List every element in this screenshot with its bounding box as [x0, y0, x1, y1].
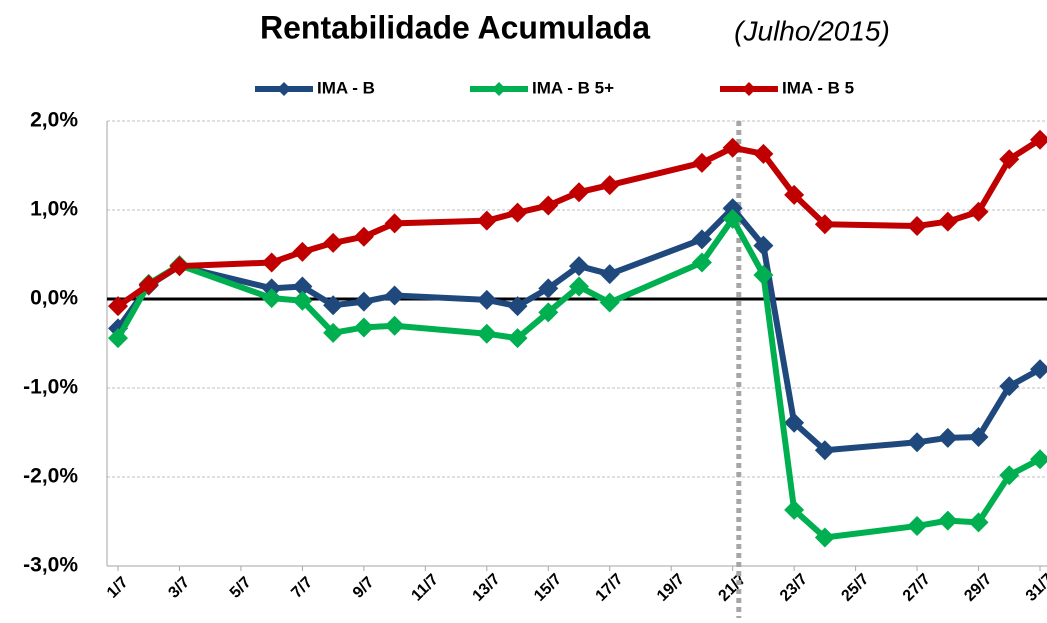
x-tick-label: 1/7 — [104, 574, 132, 602]
point-marker — [569, 256, 589, 277]
point-marker — [907, 216, 928, 237]
point-marker — [384, 213, 405, 234]
point-marker — [968, 201, 989, 222]
point-marker — [476, 210, 497, 231]
x-tick-label: 27/7 — [900, 571, 934, 605]
point-marker — [138, 274, 159, 295]
point-marker — [384, 315, 405, 336]
point-marker — [569, 276, 589, 297]
point-marker — [722, 208, 743, 229]
point-marker — [937, 427, 958, 448]
point-marker — [476, 289, 497, 310]
series-line — [115, 205, 1042, 454]
point-marker — [507, 202, 528, 223]
point-marker — [384, 285, 405, 306]
point-marker — [753, 143, 774, 164]
chart-subtitle: (Julho/2015) — [734, 15, 890, 46]
point-marker — [538, 278, 559, 299]
x-tick-label: 15/7 — [531, 571, 565, 605]
point-marker — [784, 412, 805, 433]
y-tick-label: -3,0% — [23, 554, 78, 577]
x-tick-label: 23/7 — [777, 571, 811, 605]
point-marker — [353, 226, 374, 247]
chart-title: Rentabilidade Acumulada — [260, 9, 650, 45]
point-marker — [722, 137, 743, 158]
point-marker — [753, 264, 774, 285]
point-marker — [784, 184, 805, 205]
point-marker — [814, 527, 835, 548]
point-marker — [599, 175, 620, 196]
point-marker — [476, 323, 497, 344]
point-marker — [538, 195, 559, 216]
point-marker — [937, 211, 958, 232]
point-marker — [968, 512, 989, 533]
point-marker — [599, 292, 620, 313]
point-marker — [1030, 449, 1047, 470]
point-marker — [292, 276, 313, 297]
x-tick-label: 3/7 — [165, 574, 193, 602]
point-marker — [907, 515, 928, 536]
point-marker — [261, 252, 282, 273]
point-marker — [323, 322, 344, 343]
y-tick-label: 2,0% — [30, 109, 78, 132]
x-tick-label: 9/7 — [350, 574, 378, 602]
point-marker — [292, 241, 313, 262]
point-marker — [999, 149, 1020, 170]
point-marker — [323, 295, 344, 316]
point-marker — [353, 317, 374, 338]
point-marker — [1030, 359, 1047, 380]
point-marker — [907, 432, 928, 453]
point-marker — [353, 291, 374, 312]
point-marker — [1030, 129, 1047, 150]
point-marker — [937, 510, 958, 531]
x-tick-label: 21/7 — [715, 571, 749, 605]
legend-marker — [277, 82, 291, 96]
x-tick-label: 17/7 — [593, 571, 627, 605]
point-marker — [292, 290, 313, 311]
point-marker — [691, 152, 712, 173]
point-marker — [108, 328, 128, 349]
legend-label: IMA - B — [317, 78, 375, 97]
point-marker — [323, 232, 344, 253]
point-marker — [814, 214, 835, 235]
point-marker — [507, 328, 528, 349]
point-marker — [814, 440, 835, 461]
x-tick-label: 13/7 — [470, 571, 504, 605]
point-marker — [691, 229, 712, 250]
point-marker — [261, 288, 282, 309]
x-tick-label: 7/7 — [288, 574, 316, 602]
point-marker — [507, 296, 528, 317]
x-tick-label: 11/7 — [408, 571, 441, 604]
x-tick-label: 5/7 — [227, 574, 255, 602]
x-tick-label: 31/7 — [1023, 571, 1047, 605]
point-marker — [968, 426, 989, 447]
point-marker — [691, 252, 712, 273]
x-tick-label: 25/7 — [838, 571, 872, 605]
point-marker — [169, 256, 190, 277]
point-marker — [538, 302, 559, 323]
y-tick-label: -1,0% — [23, 376, 78, 399]
x-tick-label: 19/7 — [654, 571, 688, 605]
y-tick-label: 1,0% — [30, 198, 78, 221]
legend-marker — [492, 82, 506, 96]
y-tick-label: 0,0% — [30, 287, 78, 310]
point-marker — [722, 198, 743, 219]
x-tick-label: 29/7 — [961, 571, 995, 605]
point-marker — [999, 465, 1020, 486]
point-marker — [784, 499, 805, 520]
legend-label: IMA - B 5 — [782, 78, 854, 97]
legend-label: IMA - B 5+ — [532, 78, 614, 97]
point-marker — [599, 264, 620, 285]
legend-marker — [742, 82, 756, 96]
point-marker — [753, 235, 774, 256]
y-tick-label: -2,0% — [23, 465, 78, 488]
point-marker — [108, 296, 128, 317]
point-marker — [569, 182, 589, 203]
point-marker — [999, 376, 1020, 397]
